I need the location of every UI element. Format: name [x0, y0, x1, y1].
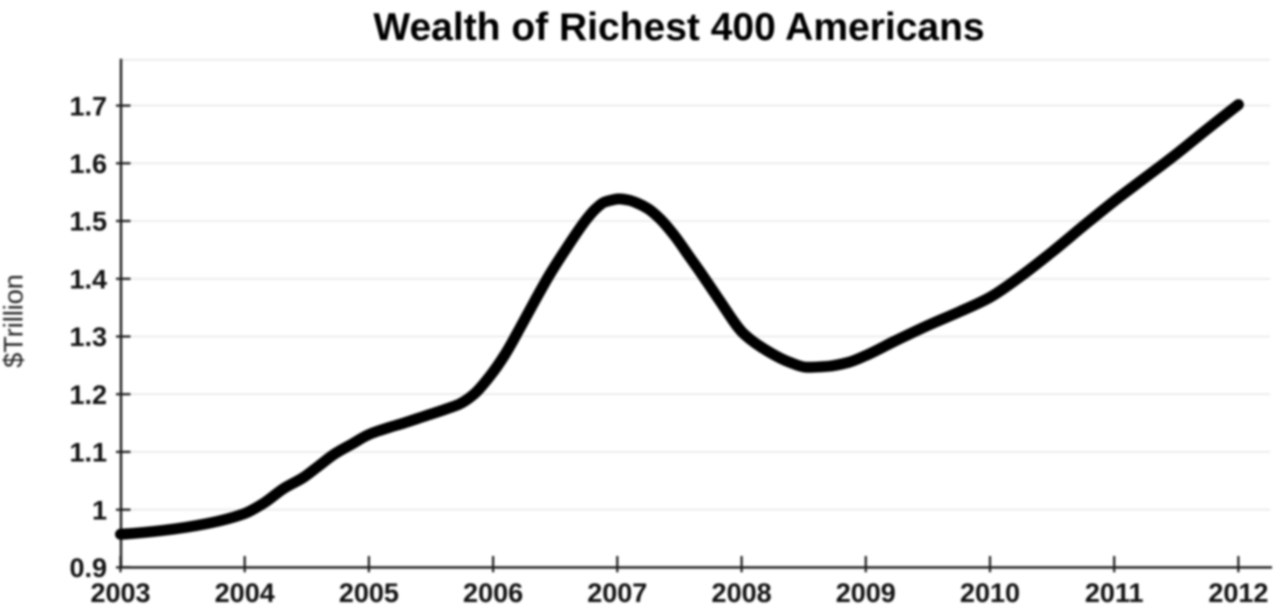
- svg-text:1.2: 1.2: [69, 380, 107, 410]
- svg-text:1.1: 1.1: [69, 438, 107, 468]
- svg-text:1.4: 1.4: [69, 265, 107, 295]
- svg-text:1.6: 1.6: [69, 149, 107, 179]
- svg-text:2004: 2004: [215, 578, 275, 608]
- svg-text:1.7: 1.7: [69, 91, 107, 121]
- svg-text:2007: 2007: [587, 578, 647, 608]
- svg-text:Wealth of Richest 400 American: Wealth of Richest 400 Americans: [373, 6, 984, 49]
- svg-text:1: 1: [92, 495, 107, 525]
- svg-text:0.9: 0.9: [69, 553, 107, 583]
- svg-text:1.5: 1.5: [69, 207, 107, 237]
- svg-text:2003: 2003: [90, 578, 150, 608]
- svg-text:2010: 2010: [960, 578, 1020, 608]
- svg-text:2009: 2009: [836, 578, 896, 608]
- svg-text:1.3: 1.3: [69, 322, 107, 352]
- svg-text:2011: 2011: [1085, 578, 1144, 608]
- svg-text:2006: 2006: [463, 578, 523, 608]
- svg-text:2012: 2012: [1208, 578, 1268, 608]
- svg-text:$Trillion: $Trillion: [0, 274, 29, 368]
- svg-text:2008: 2008: [712, 578, 772, 608]
- svg-text:2005: 2005: [339, 578, 399, 608]
